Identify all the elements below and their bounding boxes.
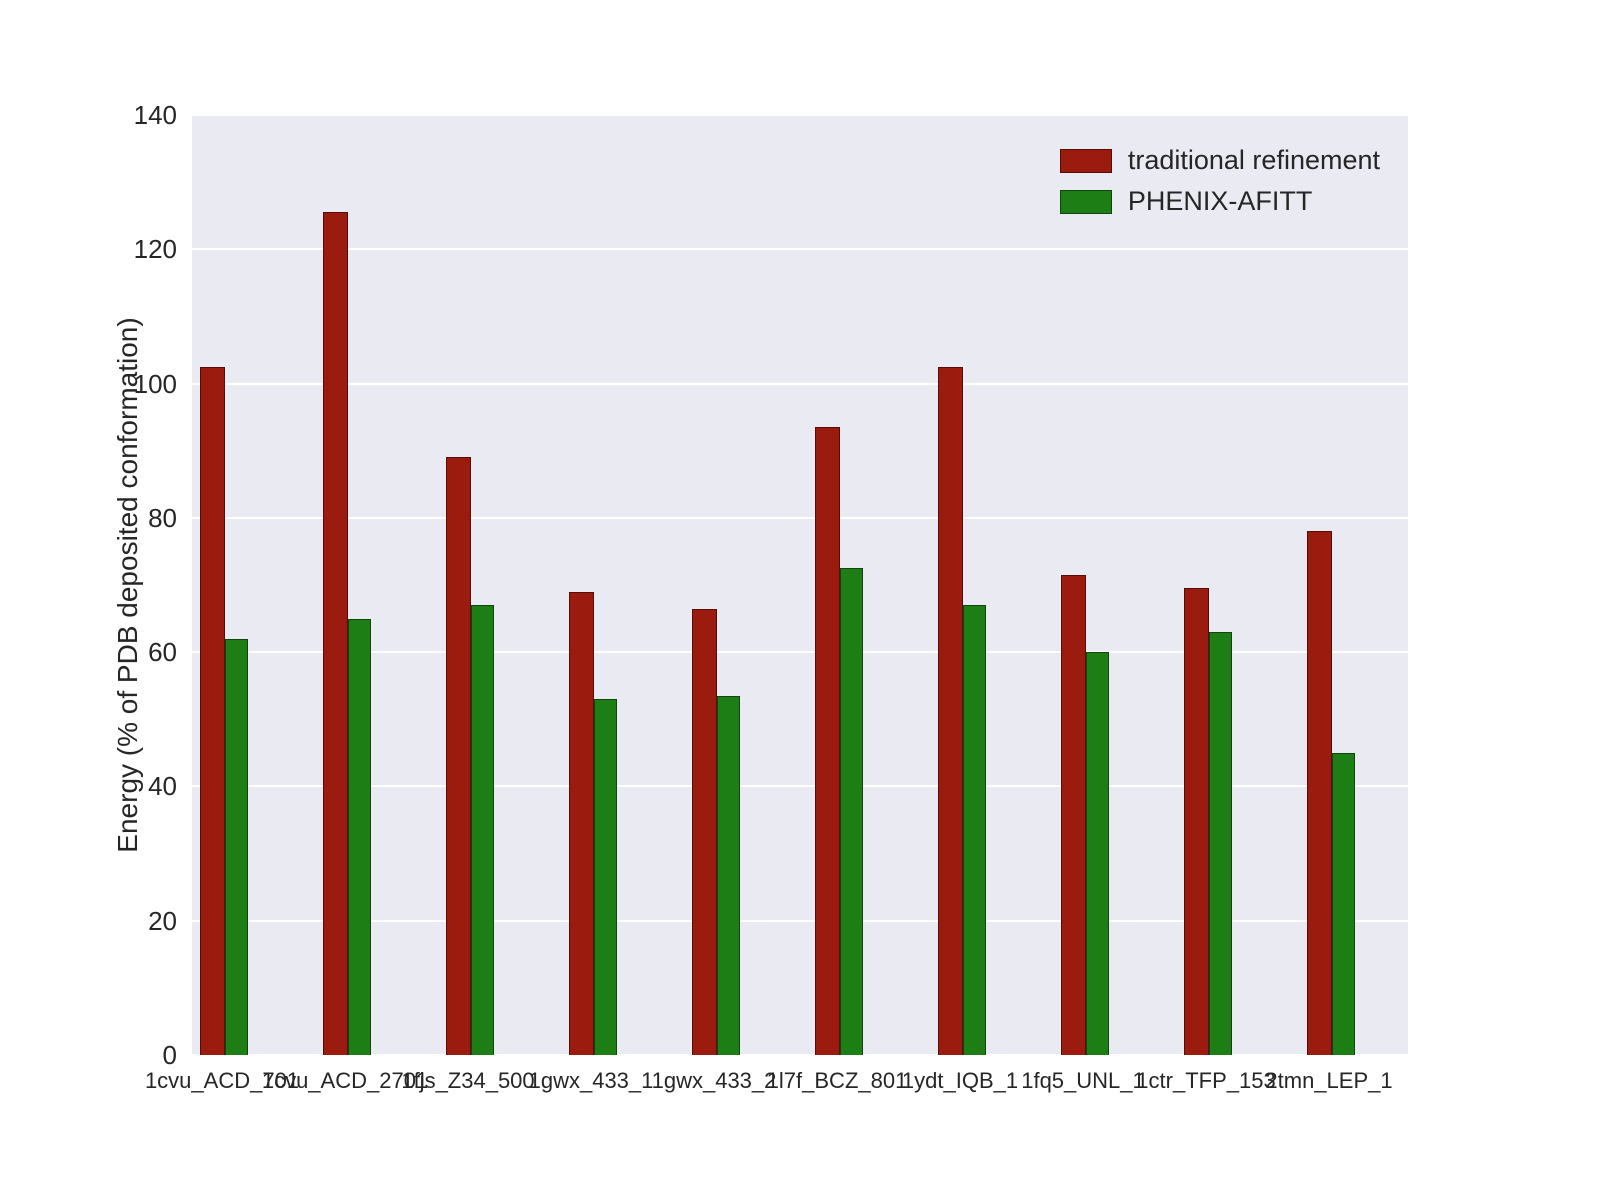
x-tick-label: 1l7f_BCZ_801 bbox=[766, 1068, 908, 1093]
bar-traditional bbox=[1061, 574, 1086, 1055]
y-tick-label: 140 bbox=[133, 100, 177, 130]
y-tick-label: 0 bbox=[162, 1040, 177, 1070]
x-tick-label: 1cvu_ACD_701 bbox=[144, 1068, 300, 1093]
x-tick-label: 1gwx_433_2 bbox=[651, 1068, 777, 1093]
gridline bbox=[192, 785, 1408, 788]
plot-area: traditional refinement PHENIX-AFITT bbox=[192, 114, 1408, 1056]
gridline bbox=[192, 651, 1408, 654]
x-tick-label: 1fq5_UNL_1 bbox=[1021, 1068, 1145, 1093]
bar-afitt bbox=[840, 568, 863, 1055]
gridline bbox=[192, 516, 1408, 519]
bar-afitt bbox=[1086, 652, 1109, 1055]
bar-afitt bbox=[1209, 632, 1232, 1055]
gridline bbox=[192, 919, 1408, 922]
bar-traditional bbox=[446, 457, 471, 1055]
bar-afitt bbox=[963, 605, 986, 1055]
x-tick-label: 1ctr_TFP_153 bbox=[1136, 1068, 1276, 1093]
bar-afitt bbox=[471, 605, 494, 1055]
bar-traditional bbox=[323, 212, 348, 1055]
bar-traditional bbox=[692, 608, 717, 1055]
bar-traditional bbox=[569, 591, 594, 1055]
bar-traditional bbox=[200, 366, 225, 1055]
x-tick-label: 1fjs_Z34_500 bbox=[401, 1068, 535, 1093]
legend-swatch bbox=[1059, 189, 1112, 214]
y-tick-label: 20 bbox=[148, 905, 177, 936]
x-tick-label: 2tmn_LEP_1 bbox=[1265, 1068, 1393, 1093]
gridline bbox=[192, 114, 1408, 116]
bar-afitt bbox=[225, 638, 248, 1055]
gridline bbox=[192, 248, 1408, 251]
legend: traditional refinement PHENIX-AFITT bbox=[1046, 129, 1394, 233]
bar-traditional bbox=[815, 427, 840, 1055]
legend-entry: PHENIX-AFITT bbox=[1059, 186, 1380, 217]
x-tick-label: 1gwx_433_1 bbox=[528, 1068, 654, 1093]
gridline bbox=[192, 382, 1408, 385]
y-tick-label: 100 bbox=[133, 368, 177, 399]
bar-traditional bbox=[1307, 531, 1332, 1055]
x-tick-label: 1cvu_ACD_2701 bbox=[261, 1068, 429, 1093]
x-tick-label: 1ydt_IQB_1 bbox=[901, 1068, 1019, 1093]
bar-afitt bbox=[1332, 752, 1355, 1055]
legend-label: PHENIX-AFITT bbox=[1127, 186, 1313, 216]
legend-entry: traditional refinement bbox=[1059, 145, 1380, 176]
bar-afitt bbox=[348, 618, 371, 1055]
y-tick-label: 40 bbox=[148, 771, 177, 802]
y-tick-label: 60 bbox=[148, 637, 177, 668]
y-tick-label: 120 bbox=[133, 234, 177, 265]
bar-traditional bbox=[1184, 588, 1209, 1055]
bar-afitt bbox=[594, 699, 617, 1055]
bar-traditional bbox=[938, 366, 963, 1055]
y-tick-label: 80 bbox=[148, 502, 177, 533]
gridline bbox=[192, 1054, 1408, 1056]
legend-swatch bbox=[1059, 148, 1112, 173]
legend-label: traditional refinement bbox=[1127, 145, 1380, 175]
bar-afitt bbox=[717, 695, 740, 1055]
